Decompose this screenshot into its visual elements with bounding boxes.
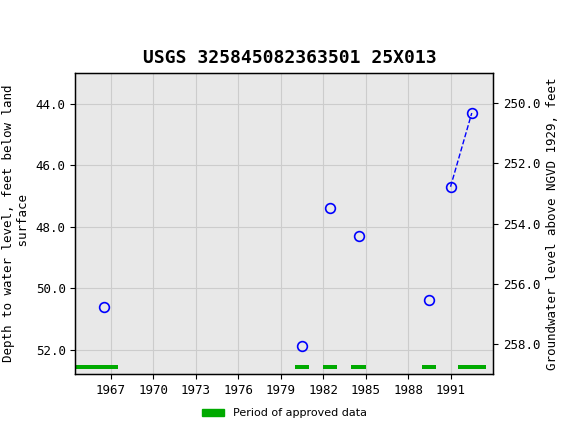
Y-axis label: Depth to water level, feet below land
 surface: Depth to water level, feet below land su… — [2, 85, 30, 362]
Bar — [295, 365, 309, 369]
Bar — [422, 365, 436, 369]
Bar — [323, 365, 338, 369]
Bar — [75, 365, 118, 369]
Y-axis label: Groundwater level above NGVD 1929, feet: Groundwater level above NGVD 1929, feet — [546, 77, 559, 370]
Legend: Period of approved data: Period of approved data — [197, 404, 371, 423]
Bar — [351, 365, 365, 369]
Bar — [458, 365, 486, 369]
Text: ≡USGS: ≡USGS — [12, 16, 78, 36]
Text: USGS 325845082363501 25X013: USGS 325845082363501 25X013 — [143, 49, 437, 67]
